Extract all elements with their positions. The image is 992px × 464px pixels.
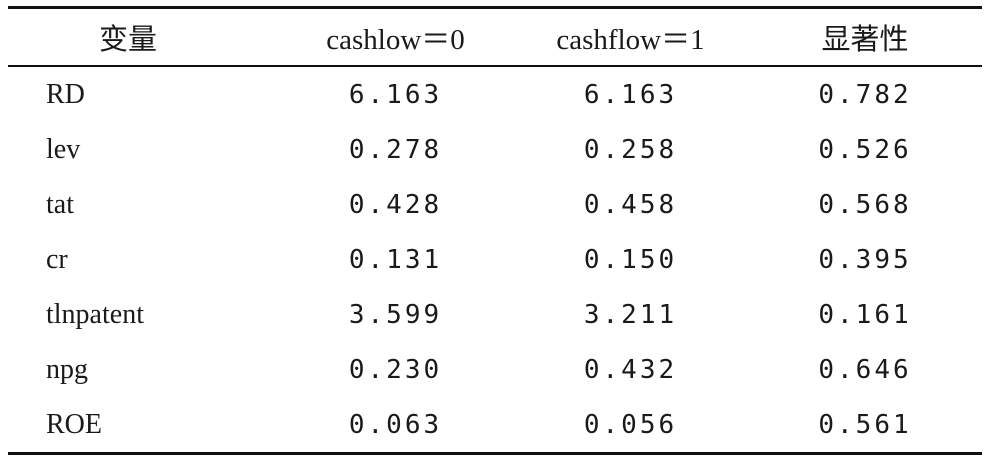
header-significance: 显著性 — [748, 6, 982, 67]
table-row: ROE 0.063 0.056 0.561 — [8, 397, 982, 455]
cell-cashflow-1: 0.056 — [513, 397, 748, 455]
row-label: tlnpatent — [46, 298, 144, 330]
table-row: npg 0.230 0.432 0.646 — [8, 342, 982, 397]
table-row: tlnpatent 3.599 3.211 0.161 — [8, 287, 982, 342]
table-row: lev 0.278 0.258 0.526 — [8, 122, 982, 177]
cell-cashflow-1: 6.163 — [583, 79, 678, 110]
table-header-row: 变量 cashlow＝0 cashflow＝1 显著性 — [8, 6, 982, 67]
cell-cashflow-1: 0.458 — [583, 189, 678, 220]
cell-significance: 0.395 — [818, 244, 912, 275]
row-label: lev — [46, 133, 81, 165]
cell-cashflow-1: 0.432 — [583, 354, 678, 385]
table-row: tat 0.428 0.458 0.568 — [8, 177, 982, 232]
cell-cashflow-1: 0.150 — [583, 244, 678, 275]
table-row: cr 0.131 0.150 0.395 — [8, 232, 982, 287]
comparison-table-container: 变量 cashlow＝0 cashflow＝1 显著性 RD 6.163 6.1… — [8, 6, 982, 455]
cell-cashflow-0: 0.063 — [278, 397, 513, 455]
header-variable: 变量 — [8, 6, 278, 67]
comparison-table: 变量 cashlow＝0 cashflow＝1 显著性 RD 6.163 6.1… — [8, 6, 982, 455]
table-row: RD 6.163 6.163 0.782 — [8, 66, 982, 122]
cell-cashflow-0: 0.131 — [348, 244, 443, 275]
row-label: cr — [46, 243, 68, 275]
cell-cashflow-0: 0.278 — [348, 134, 443, 165]
cell-cashflow-1: 3.211 — [583, 299, 678, 330]
cell-significance: 0.161 — [818, 299, 912, 330]
row-label: ROE — [8, 397, 278, 455]
cell-cashflow-0: 0.428 — [348, 189, 443, 220]
row-label: npg — [46, 353, 88, 385]
cell-cashflow-0: 0.230 — [348, 354, 443, 385]
cell-significance: 0.561 — [748, 397, 982, 455]
header-cashflow-1: cashflow＝1 — [513, 6, 748, 67]
cell-cashflow-0: 3.599 — [348, 299, 443, 330]
cell-significance: 0.646 — [818, 354, 912, 385]
cell-significance: 0.782 — [818, 79, 912, 110]
row-label: RD — [46, 78, 85, 110]
cell-cashflow-1: 0.258 — [583, 134, 678, 165]
header-cashflow-0: cashlow＝0 — [278, 6, 513, 67]
cell-cashflow-0: 6.163 — [348, 79, 443, 110]
cell-significance: 0.526 — [818, 134, 912, 165]
cell-significance: 0.568 — [818, 189, 912, 220]
row-label: tat — [46, 188, 74, 220]
